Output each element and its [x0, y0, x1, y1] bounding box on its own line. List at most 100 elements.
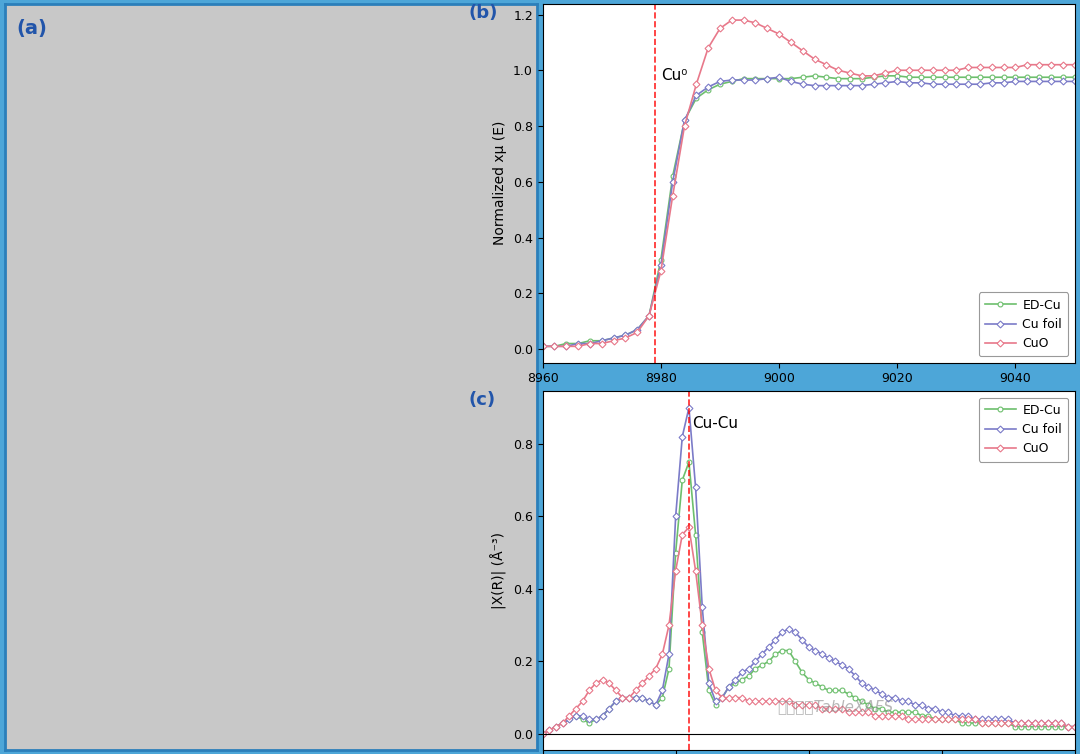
Cu foil [583, 339, 596, 348]
Cu foil [738, 75, 751, 84]
Cu foil [975, 715, 988, 724]
Cu foil [927, 80, 940, 89]
Cu foil [843, 81, 856, 90]
ED-Cu [1032, 72, 1045, 81]
Cu foil [702, 82, 715, 91]
CuO [690, 80, 703, 89]
CuO [559, 342, 572, 351]
Cu foil [808, 81, 821, 90]
ED-Cu [836, 686, 849, 695]
CuO [915, 66, 928, 75]
ED-Cu [950, 72, 963, 81]
CuO [714, 24, 727, 33]
ED-Cu [631, 325, 644, 334]
ED-Cu [915, 72, 928, 81]
CuO [643, 311, 656, 320]
Cu foil [607, 333, 620, 342]
ED-Cu [875, 704, 888, 713]
Legend: ED-Cu, Cu foil, CuO: ED-Cu, Cu foil, CuO [978, 397, 1068, 461]
ED-Cu [619, 331, 632, 340]
ED-Cu [985, 72, 998, 81]
Cu foil [760, 74, 773, 83]
CuO [939, 66, 951, 75]
CuO [678, 121, 691, 130]
Line: CuO: CuO [540, 525, 1077, 737]
ED-Cu [678, 116, 691, 125]
Cu foil [683, 403, 696, 412]
Cu foil [891, 77, 904, 86]
CuO [619, 333, 632, 342]
CuO [879, 69, 892, 78]
ED-Cu [536, 729, 549, 738]
Cu foil [1009, 77, 1022, 86]
ED-Cu [772, 74, 785, 83]
CuO [1056, 60, 1069, 69]
ED-Cu [879, 72, 892, 81]
CuO [832, 66, 845, 75]
ED-Cu [643, 311, 656, 320]
Cu foil [654, 261, 667, 270]
Y-axis label: |X(R)| (Å⁻³): |X(R)| (Å⁻³) [491, 532, 508, 609]
Cu foil [879, 78, 892, 87]
CuO [772, 29, 785, 38]
ED-Cu [843, 74, 856, 83]
Cu foil [536, 342, 549, 351]
CuO [1044, 60, 1057, 69]
ED-Cu [1056, 72, 1069, 81]
Legend: ED-Cu, Cu foil, CuO: ED-Cu, Cu foil, CuO [978, 293, 1068, 357]
ED-Cu [690, 93, 703, 103]
ED-Cu [961, 72, 974, 81]
Cu foil [678, 116, 691, 125]
ED-Cu [607, 333, 620, 342]
ED-Cu [595, 336, 608, 345]
ED-Cu [855, 74, 868, 83]
Cu foil [875, 689, 888, 698]
Y-axis label: Normalized xμ (E): Normalized xμ (E) [494, 121, 508, 245]
CuO [985, 63, 998, 72]
CuO [666, 192, 679, 201]
ED-Cu [903, 72, 916, 81]
Line: ED-Cu: ED-Cu [540, 73, 1077, 349]
ED-Cu [832, 74, 845, 83]
CuO [683, 523, 696, 532]
ED-Cu [702, 85, 715, 94]
CuO [1068, 722, 1080, 731]
ED-Cu [714, 80, 727, 89]
CuO [571, 342, 584, 351]
ED-Cu [867, 72, 880, 81]
CuO [583, 339, 596, 348]
Cu foil [714, 77, 727, 86]
ED-Cu [683, 458, 696, 467]
ED-Cu [808, 72, 821, 81]
Cu foil [1021, 77, 1034, 86]
Cu foil [571, 339, 584, 348]
Cu foil [961, 80, 974, 89]
Cu foil [1022, 719, 1035, 728]
Cu foil [619, 331, 632, 340]
ED-Cu [1068, 722, 1080, 731]
Line: Cu foil: Cu foil [540, 405, 1077, 737]
ED-Cu [973, 72, 986, 81]
CuO [1032, 60, 1045, 69]
ED-Cu [796, 72, 809, 81]
Cu foil [536, 729, 549, 738]
ED-Cu [784, 74, 797, 83]
ED-Cu [666, 172, 679, 181]
Cu foil [666, 177, 679, 186]
Text: (a): (a) [16, 19, 46, 38]
ED-Cu [927, 72, 940, 81]
Cu foil [820, 81, 833, 90]
Cu foil [643, 311, 656, 320]
Cu foil [631, 325, 644, 334]
CuO [843, 69, 856, 78]
CuO [1001, 719, 1014, 728]
ED-Cu [760, 74, 773, 83]
ED-Cu [1021, 72, 1034, 81]
Cu foil [726, 75, 739, 84]
Line: ED-Cu: ED-Cu [540, 460, 1077, 737]
Cu foil [1068, 77, 1080, 86]
CuO [875, 711, 888, 720]
Cu foil [950, 80, 963, 89]
Cu foil [985, 78, 998, 87]
Cu foil [595, 336, 608, 345]
